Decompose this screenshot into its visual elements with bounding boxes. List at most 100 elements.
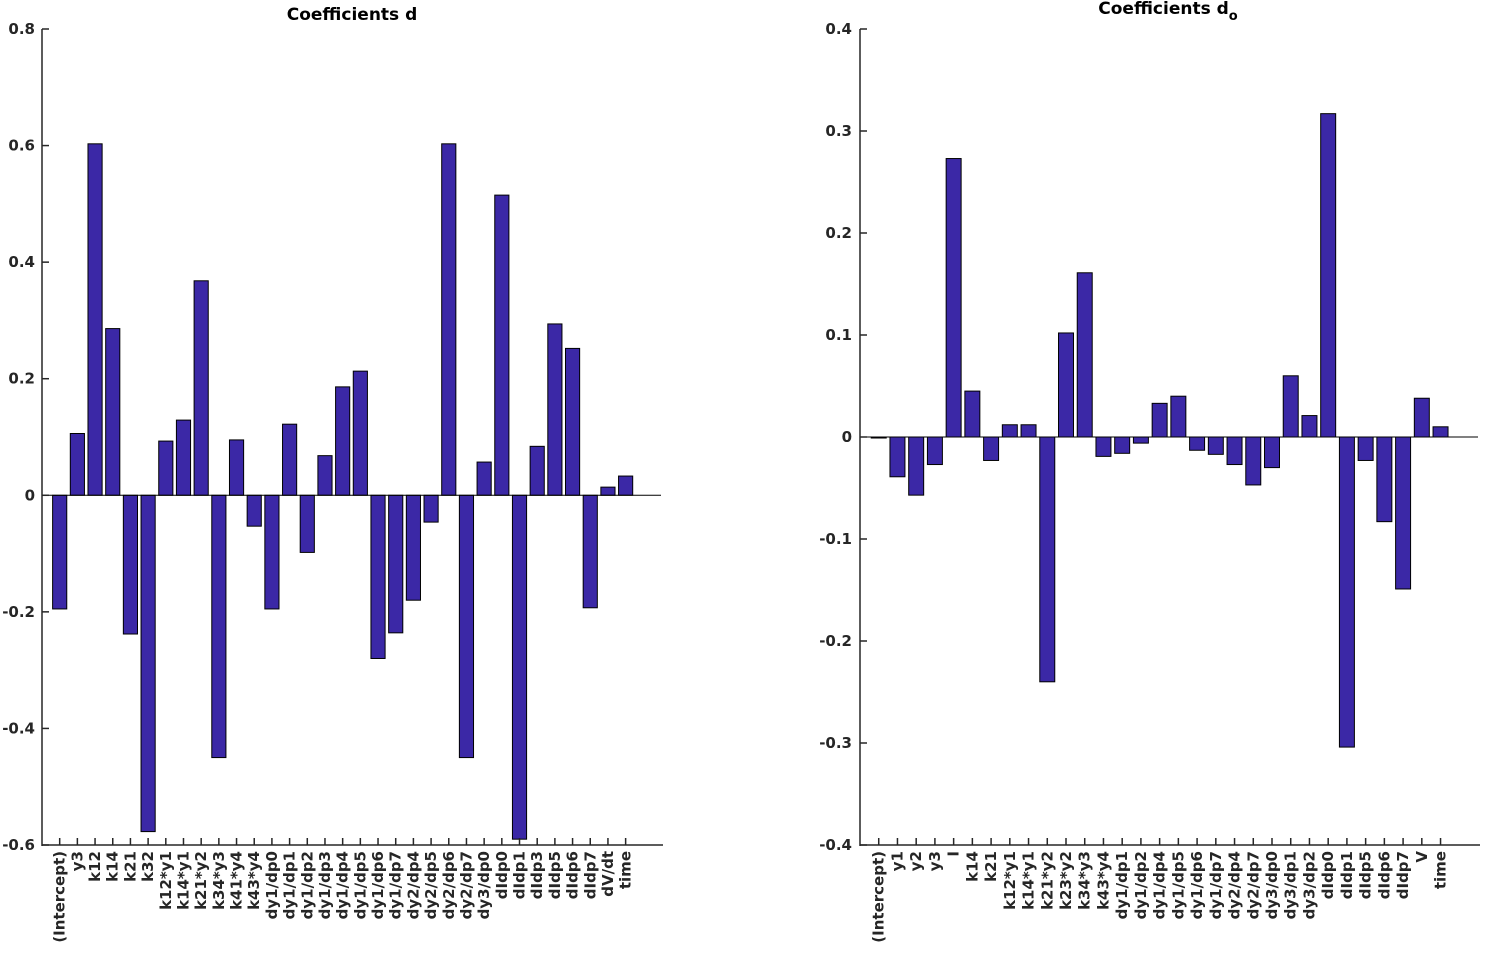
x-tick-label: dy3/dp0 xyxy=(475,851,493,919)
x-tick-label: dIdp6 xyxy=(1375,851,1393,899)
bar-5 xyxy=(945,158,962,438)
bar-1 xyxy=(52,494,68,610)
x-tick-label: time xyxy=(1432,851,1450,889)
x-tick-label: y2 xyxy=(907,851,925,871)
bar-29 xyxy=(1395,436,1412,590)
x-tick-label: k23*y2 xyxy=(1057,851,1075,910)
y-tick-label: 0 xyxy=(842,428,852,446)
x-tick-label: dIdp3 xyxy=(528,851,546,899)
x-tick-label: dy1/dp5 xyxy=(351,851,369,919)
y-tick-label: -0.1 xyxy=(819,530,852,548)
bar-8 xyxy=(1001,424,1018,438)
x-tick-label: dy1/dp1 xyxy=(281,851,299,919)
x-tick-label: dV/dt xyxy=(599,851,617,897)
bar-24 xyxy=(458,494,475,759)
bar-25 xyxy=(476,461,492,496)
x-tick-label: dIdp7 xyxy=(1394,851,1412,899)
y-tick-label: -0.2 xyxy=(2,603,35,621)
bar-2 xyxy=(69,433,85,496)
bar-21 xyxy=(1245,436,1262,486)
y-tick-label: 0.1 xyxy=(825,326,852,344)
bar-18 xyxy=(352,370,368,496)
x-tick-label: dIdp0 xyxy=(493,851,511,899)
x-tick-label: k12*y1 xyxy=(1001,851,1019,910)
x-tick-label: dy1/dp0 xyxy=(263,851,281,919)
bar-8 xyxy=(175,419,192,496)
bar-13 xyxy=(264,494,280,610)
x-tick-label: dy2/dp4 xyxy=(1226,851,1244,919)
bar-22 xyxy=(1264,436,1280,469)
x-tick-label: k34*y3 xyxy=(210,851,228,910)
bar-6 xyxy=(140,494,156,833)
bar-14 xyxy=(1114,436,1131,454)
bar-10 xyxy=(211,494,227,759)
bar-18 xyxy=(1189,436,1206,451)
bar-32 xyxy=(600,486,616,496)
bar-29 xyxy=(547,323,563,496)
x-tick-label: k21 xyxy=(982,851,1000,882)
bar-23 xyxy=(1282,375,1299,438)
bar-2 xyxy=(889,436,906,478)
x-tick-label: y3 xyxy=(926,851,944,871)
bar-14 xyxy=(282,423,298,496)
x-tick-label: dIdp7 xyxy=(581,851,599,899)
y-tick-label: 0.8 xyxy=(8,20,35,38)
bar-13 xyxy=(1095,436,1112,457)
bar-9 xyxy=(1020,424,1037,438)
x-tick-label: dy3/dp1 xyxy=(1282,851,1300,919)
bar-11 xyxy=(1058,332,1074,438)
bar-15 xyxy=(1132,436,1149,444)
x-tick-label: dy2/dp5 xyxy=(422,851,440,919)
bar-26 xyxy=(494,194,510,496)
bar-30 xyxy=(1413,397,1430,438)
y-tick-label: 0.4 xyxy=(825,20,852,38)
x-tick-label: dy2/dp4 xyxy=(404,851,422,919)
bar-5 xyxy=(122,494,138,635)
bar-33 xyxy=(618,475,634,496)
bar-27 xyxy=(511,494,528,840)
bar-20 xyxy=(388,494,404,634)
chart-2: -0.4 -0.3 -0.2 -0.1 0 0.1 0.2 0.3 0.4 (Intercept)… xyxy=(819,0,1480,943)
bar-23 xyxy=(441,143,457,496)
x-tick-label: dIdp1 xyxy=(1338,851,1356,899)
x-tick-label: k41*y4 xyxy=(228,851,246,910)
y-tick-label: -0.4 xyxy=(819,836,852,854)
x-tick-label: dy1/dp2 xyxy=(298,851,316,919)
x-tick-label: y3 xyxy=(68,851,86,871)
x-tick-label: k34*y3 xyxy=(1076,851,1094,910)
chart-1: -0.6-0.4-0.200.20.40.60.8(Intercept) y3 k1… xyxy=(2,5,663,943)
y-tick-label: 0.2 xyxy=(825,224,852,242)
x-tick-label: (Intercept) xyxy=(870,851,888,943)
bar-20 xyxy=(1226,436,1243,466)
x-tick-label: dy1/dp3 xyxy=(316,851,334,919)
bar-31 xyxy=(1432,426,1449,438)
bar-19 xyxy=(1207,436,1224,455)
x-tick-label: k14*y1 xyxy=(174,851,192,910)
y-tick-label: 0.2 xyxy=(8,370,35,388)
x-tick-label: dy3/dp0 xyxy=(1263,851,1281,919)
bar-4 xyxy=(105,328,121,496)
x-tick-label: dy2/dp7 xyxy=(457,851,475,919)
bar-15 xyxy=(299,494,315,553)
x-tick-label: time xyxy=(617,851,635,889)
x-tick-label: k12*y1 xyxy=(157,851,175,910)
x-tick-label: k21*y2 xyxy=(1038,851,1056,910)
bar-4 xyxy=(926,436,943,466)
bar-19 xyxy=(370,494,386,659)
bar-12 xyxy=(1076,272,1093,438)
y-tick-label: -0.2 xyxy=(819,632,852,650)
x-tick-label: dy1/dp4 xyxy=(334,851,352,919)
bar-3 xyxy=(908,436,925,496)
x-tick-label: k14*y1 xyxy=(1020,851,1038,910)
bar-26 xyxy=(1338,436,1355,748)
bar-31 xyxy=(582,494,598,609)
x-tick-label: dy1/dp1 xyxy=(1113,851,1131,919)
x-tick-label: dIdp5 xyxy=(546,851,564,899)
bar-9 xyxy=(193,280,209,496)
bar-24 xyxy=(1301,415,1318,438)
x-tick-label: dIdp0 xyxy=(1319,851,1337,899)
x-tick-label: dy1/dp4 xyxy=(1151,851,1169,919)
bar-21 xyxy=(405,494,421,601)
bar-6 xyxy=(964,390,981,438)
